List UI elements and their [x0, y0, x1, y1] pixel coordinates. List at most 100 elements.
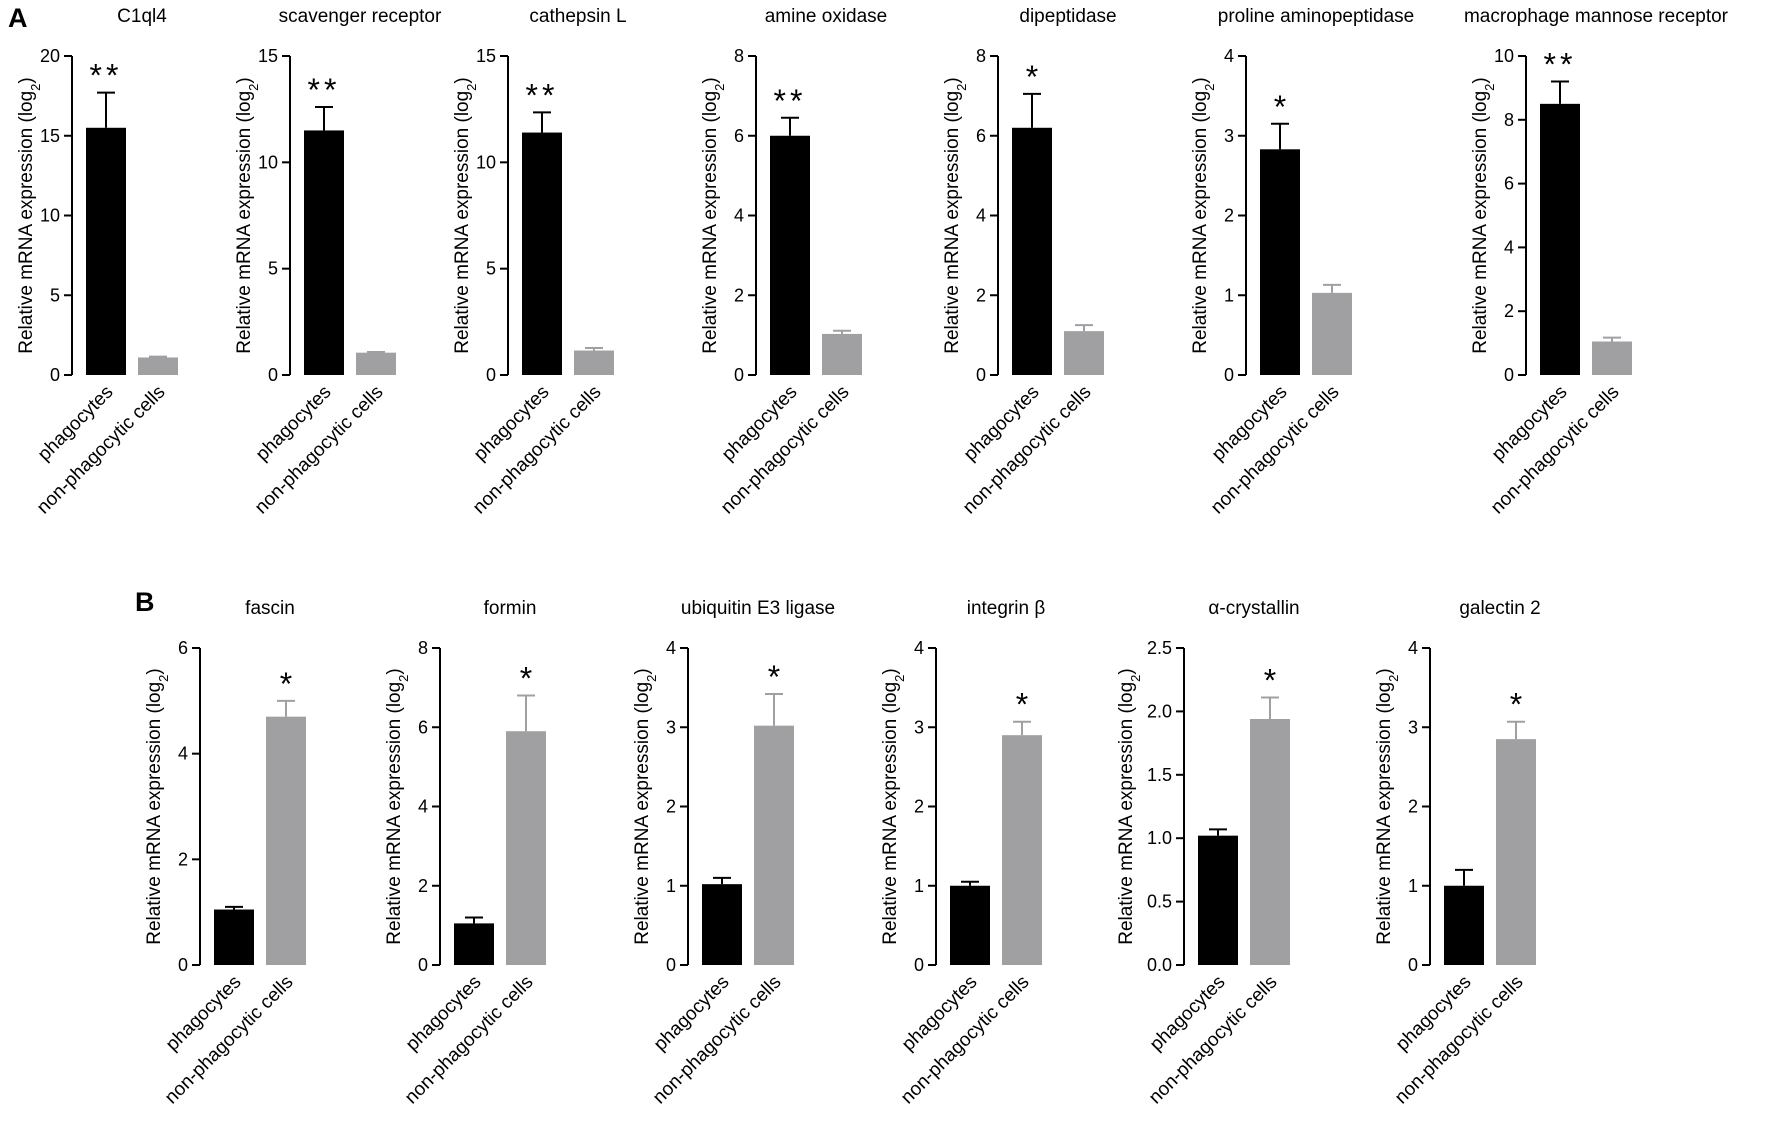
y-tick-label: 0: [268, 365, 278, 385]
chart-6: proline aminopeptidase 0 1 2 3 4 Relative mRNA…: [1190, 6, 1414, 518]
chart-title: integrin β: [967, 598, 1046, 619]
y-tick-label: 8: [1504, 110, 1514, 130]
bar-phagocytes: [1198, 835, 1238, 965]
y-tick-label: 3: [914, 717, 924, 737]
y-tick-label: 2: [734, 285, 744, 305]
y-tick-label: 1: [666, 876, 676, 896]
y-tick-label: 0: [50, 365, 60, 385]
bar-non-phagocytic: [266, 716, 306, 965]
chart-title: dipeptidase: [1019, 6, 1116, 27]
chart-title: amine oxidase: [765, 6, 888, 27]
y-tick-label: 4: [1504, 237, 1514, 257]
bar-phagocytes: [950, 885, 990, 965]
chart-title: proline aminopeptidase: [1218, 6, 1414, 27]
y-tick-label: 10: [476, 152, 496, 172]
y-tick-label: 4: [1224, 46, 1234, 66]
y-tick-label: 1: [1224, 285, 1234, 305]
bar-non-phagocytic: [506, 731, 546, 965]
y-axis-label: Relative mRNA expression (log2): [942, 77, 969, 354]
y-tick-label: 6: [734, 126, 744, 146]
y-tick-label: 20: [40, 46, 60, 66]
y-tick-label: 2: [914, 797, 924, 817]
panel-letter-a: A: [8, 3, 28, 33]
chart-title: formin: [484, 598, 537, 619]
bar-phagocytes: [1260, 149, 1300, 375]
y-tick-label: 10: [1494, 46, 1514, 66]
y-axis-label: Relative mRNA expression (log2): [632, 668, 659, 945]
bar-phagocytes: [522, 132, 562, 375]
y-tick-label: 0: [734, 365, 744, 385]
y-tick-label: 0: [486, 365, 496, 385]
y-tick-label: 2: [666, 797, 676, 817]
y-axis-label: Relative mRNA expression (log2): [880, 668, 907, 945]
chart-10: ubiquitin E3 ligase 0 1 2 3 4 Relative mRNA ex…: [632, 598, 835, 1108]
bar-phagocytes: [86, 127, 126, 376]
chart-9: formin 0 2 4 6 8 Relative mRNA expression (log…: [384, 598, 546, 1108]
bar-non-phagocytic: [1592, 341, 1632, 375]
y-tick-label: 0: [976, 365, 986, 385]
y-tick-label: 4: [914, 638, 924, 658]
y-tick-label: 0: [178, 955, 188, 975]
bar-non-phagocytic: [822, 333, 862, 375]
y-tick-label: 0: [1408, 955, 1418, 975]
significance-label: *: [280, 666, 292, 702]
y-axis-label: Relative mRNA expression (log2): [384, 668, 411, 945]
chart-4: amine oxidase 0 2 4 6 8 Relative mRNA expressi…: [700, 6, 887, 518]
y-tick-label: 5: [268, 259, 278, 279]
bar-phagocytes: [770, 135, 810, 375]
significance-label: *: [1274, 89, 1286, 125]
y-tick-label: 1: [1408, 876, 1418, 896]
y-tick-label: 1.5: [1147, 765, 1172, 785]
y-axis-label: Relative mRNA expression (log2): [1470, 77, 1497, 354]
chart-title: α-crystallin: [1208, 598, 1299, 619]
y-tick-label: 8: [418, 638, 428, 658]
y-tick-label: 3: [1224, 126, 1234, 146]
bar-non-phagocytic: [1064, 331, 1104, 375]
y-tick-label: 10: [258, 152, 278, 172]
y-tick-label: 2.5: [1147, 638, 1172, 658]
significance-label: **: [1544, 47, 1577, 83]
chart-title: scavenger receptor: [279, 6, 442, 27]
y-tick-label: 6: [976, 126, 986, 146]
y-tick-label: 15: [40, 126, 60, 146]
significance-label: **: [526, 77, 559, 113]
chart-11: integrin β 0 1 2 3 4 Relative mRNA expression …: [880, 598, 1045, 1108]
y-tick-label: 0: [666, 955, 676, 975]
y-tick-label: 5: [486, 259, 496, 279]
y-tick-label: 2: [418, 876, 428, 896]
bar-phagocytes: [304, 130, 344, 375]
significance-label: *: [1510, 687, 1522, 723]
y-axis-label: Relative mRNA expression (log2): [452, 77, 479, 354]
y-tick-label: 0: [914, 955, 924, 975]
y-tick-label: 0: [418, 955, 428, 975]
chart-5: dipeptidase 0 2 4 6 8 Relative mRNA expression…: [942, 6, 1117, 518]
y-tick-label: 2: [178, 849, 188, 869]
y-axis-label: Relative mRNA expression (log2): [1116, 668, 1143, 945]
y-tick-label: 0.0: [1147, 955, 1172, 975]
panel-letter-b: B: [135, 587, 155, 617]
significance-label: **: [308, 72, 341, 108]
y-tick-label: 5: [50, 285, 60, 305]
y-tick-label: 1.0: [1147, 828, 1172, 848]
chart-title: ubiquitin E3 ligase: [681, 598, 835, 619]
y-tick-label: 6: [1504, 174, 1514, 194]
y-tick-label: 6: [418, 717, 428, 737]
y-axis-label: Relative mRNA expression (log2): [144, 668, 171, 945]
chart-3: cathepsin L 0 5 10 15 Relative mRNA expressio…: [452, 6, 627, 518]
chart-8: fascin 0 2 4 6 Relative mRNA expression (log2…: [144, 598, 306, 1108]
significance-label: *: [1026, 59, 1038, 95]
chart-13: galectin 2 0 1 2 3 4 Relative mRNA expression …: [1374, 598, 1541, 1108]
chart-7: macrophage mannose receptor 0 2 4 6 8 10 Relati…: [1464, 6, 1729, 518]
y-tick-label: 2: [1408, 797, 1418, 817]
chart-title: fascin: [245, 598, 295, 619]
chart-1: C1ql4 0 5 10 15 20 Relative mRNA expression (l…: [16, 6, 178, 518]
bar-phagocytes: [1012, 127, 1052, 376]
significance-label: *: [1264, 662, 1276, 698]
y-tick-label: 1: [914, 876, 924, 896]
chart-title: macrophage mannose receptor: [1464, 6, 1729, 27]
bar-phagocytes: [702, 884, 742, 965]
bar-phagocytes: [1444, 885, 1484, 965]
chart-title: C1ql4: [117, 6, 167, 27]
